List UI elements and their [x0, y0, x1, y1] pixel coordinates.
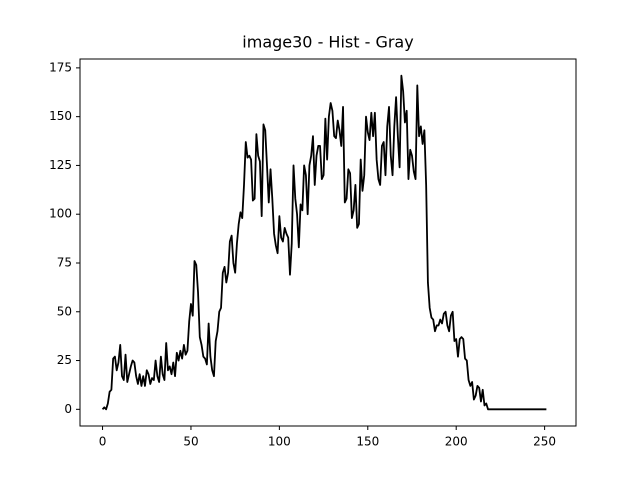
x-tick-label: 200	[445, 435, 468, 449]
y-tick-label: 150	[49, 109, 72, 123]
x-tick-label: 100	[268, 435, 291, 449]
y-tick-label: 75	[57, 255, 72, 269]
y-tick-label: 100	[49, 207, 72, 221]
y-tick-label: 125	[49, 158, 72, 172]
y-tick-label: 50	[57, 304, 72, 318]
axes-frame	[79, 58, 577, 427]
x-tick-label: 150	[356, 435, 379, 449]
x-tick-label: 250	[533, 435, 556, 449]
chart-title: image30 - Hist - Gray	[242, 33, 413, 52]
y-tick-label: 0	[64, 402, 72, 416]
x-tick-label: 0	[99, 435, 107, 449]
y-tick-label: 175	[49, 60, 72, 74]
x-tick-label: 50	[183, 435, 198, 449]
histogram-line	[101, 74, 547, 411]
y-tick-label: 25	[57, 353, 72, 367]
